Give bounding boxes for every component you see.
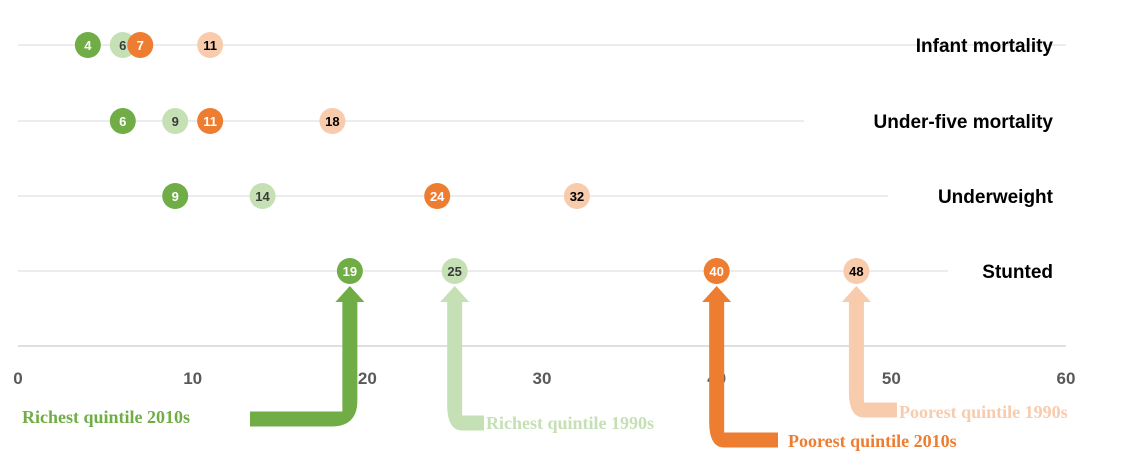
- legend: Richest quintile 2010s Richest quintile 1…: [22, 402, 1068, 451]
- legend-label: Poorest quintile 2010s: [788, 431, 957, 451]
- data-label: 14: [255, 189, 270, 204]
- gridlines: [18, 44, 1066, 272]
- data-point: [109, 108, 136, 134]
- data-label: 40: [709, 264, 723, 279]
- data-label: 9: [172, 114, 179, 129]
- x-axis-ticks: 0102030405060: [13, 369, 1075, 388]
- x-tick-label: 50: [882, 369, 901, 388]
- x-tick-label: 20: [358, 369, 377, 388]
- data-point: [703, 258, 730, 284]
- data-point: [162, 108, 189, 134]
- legend-label: Poorest quintile 1990s: [899, 402, 1068, 422]
- legend-label: Richest quintile 2010s: [22, 407, 190, 427]
- data-label: 11: [203, 38, 217, 53]
- data-label: 6: [119, 114, 126, 129]
- data-point: [424, 183, 451, 209]
- data-label: 9: [172, 189, 179, 204]
- x-tick-label: 60: [1057, 369, 1076, 388]
- data-point: [319, 108, 346, 134]
- data-label: 7: [137, 38, 144, 53]
- data-label: 25: [447, 264, 461, 279]
- data-label: 11: [203, 114, 217, 129]
- legend-arrow: [250, 286, 365, 427]
- data-point: [197, 108, 224, 134]
- row-label: Under-five mortality: [874, 112, 1054, 133]
- x-tick-label: 30: [533, 369, 552, 388]
- legend-arrow: [841, 286, 897, 418]
- data-point: [74, 32, 101, 58]
- row-labels: Infant mortality Under-five mortality Unde…: [874, 36, 1054, 283]
- data-point: [336, 258, 363, 284]
- data-label: 18: [325, 114, 339, 129]
- legend-arrow: [440, 286, 484, 431]
- data-point: [563, 183, 590, 209]
- data-point: [197, 32, 224, 58]
- legend-arrow: [702, 286, 778, 448]
- x-tick-label: 10: [183, 369, 202, 388]
- legend-arrows: [250, 286, 897, 448]
- data-label: 32: [570, 189, 584, 204]
- legend-label: Richest quintile 1990s: [486, 413, 654, 433]
- data-points: 4 6 9 19 6 9 14 25 7 11 24 40 11 18 32 48: [74, 32, 870, 284]
- data-label: 48: [849, 264, 863, 279]
- data-point: [441, 258, 468, 284]
- data-label: 24: [430, 189, 445, 204]
- data-label: 6: [119, 38, 126, 53]
- data-point: [162, 183, 189, 209]
- row-label: Stunted: [982, 262, 1053, 283]
- row-label: Underweight: [938, 187, 1054, 208]
- data-point: [843, 258, 870, 284]
- x-tick-label: 0: [13, 369, 22, 388]
- row-label: Infant mortality: [916, 36, 1054, 57]
- data-label: 4: [84, 38, 92, 53]
- data-point: [249, 183, 276, 209]
- data-point: [127, 32, 154, 58]
- data-label: 19: [343, 264, 357, 279]
